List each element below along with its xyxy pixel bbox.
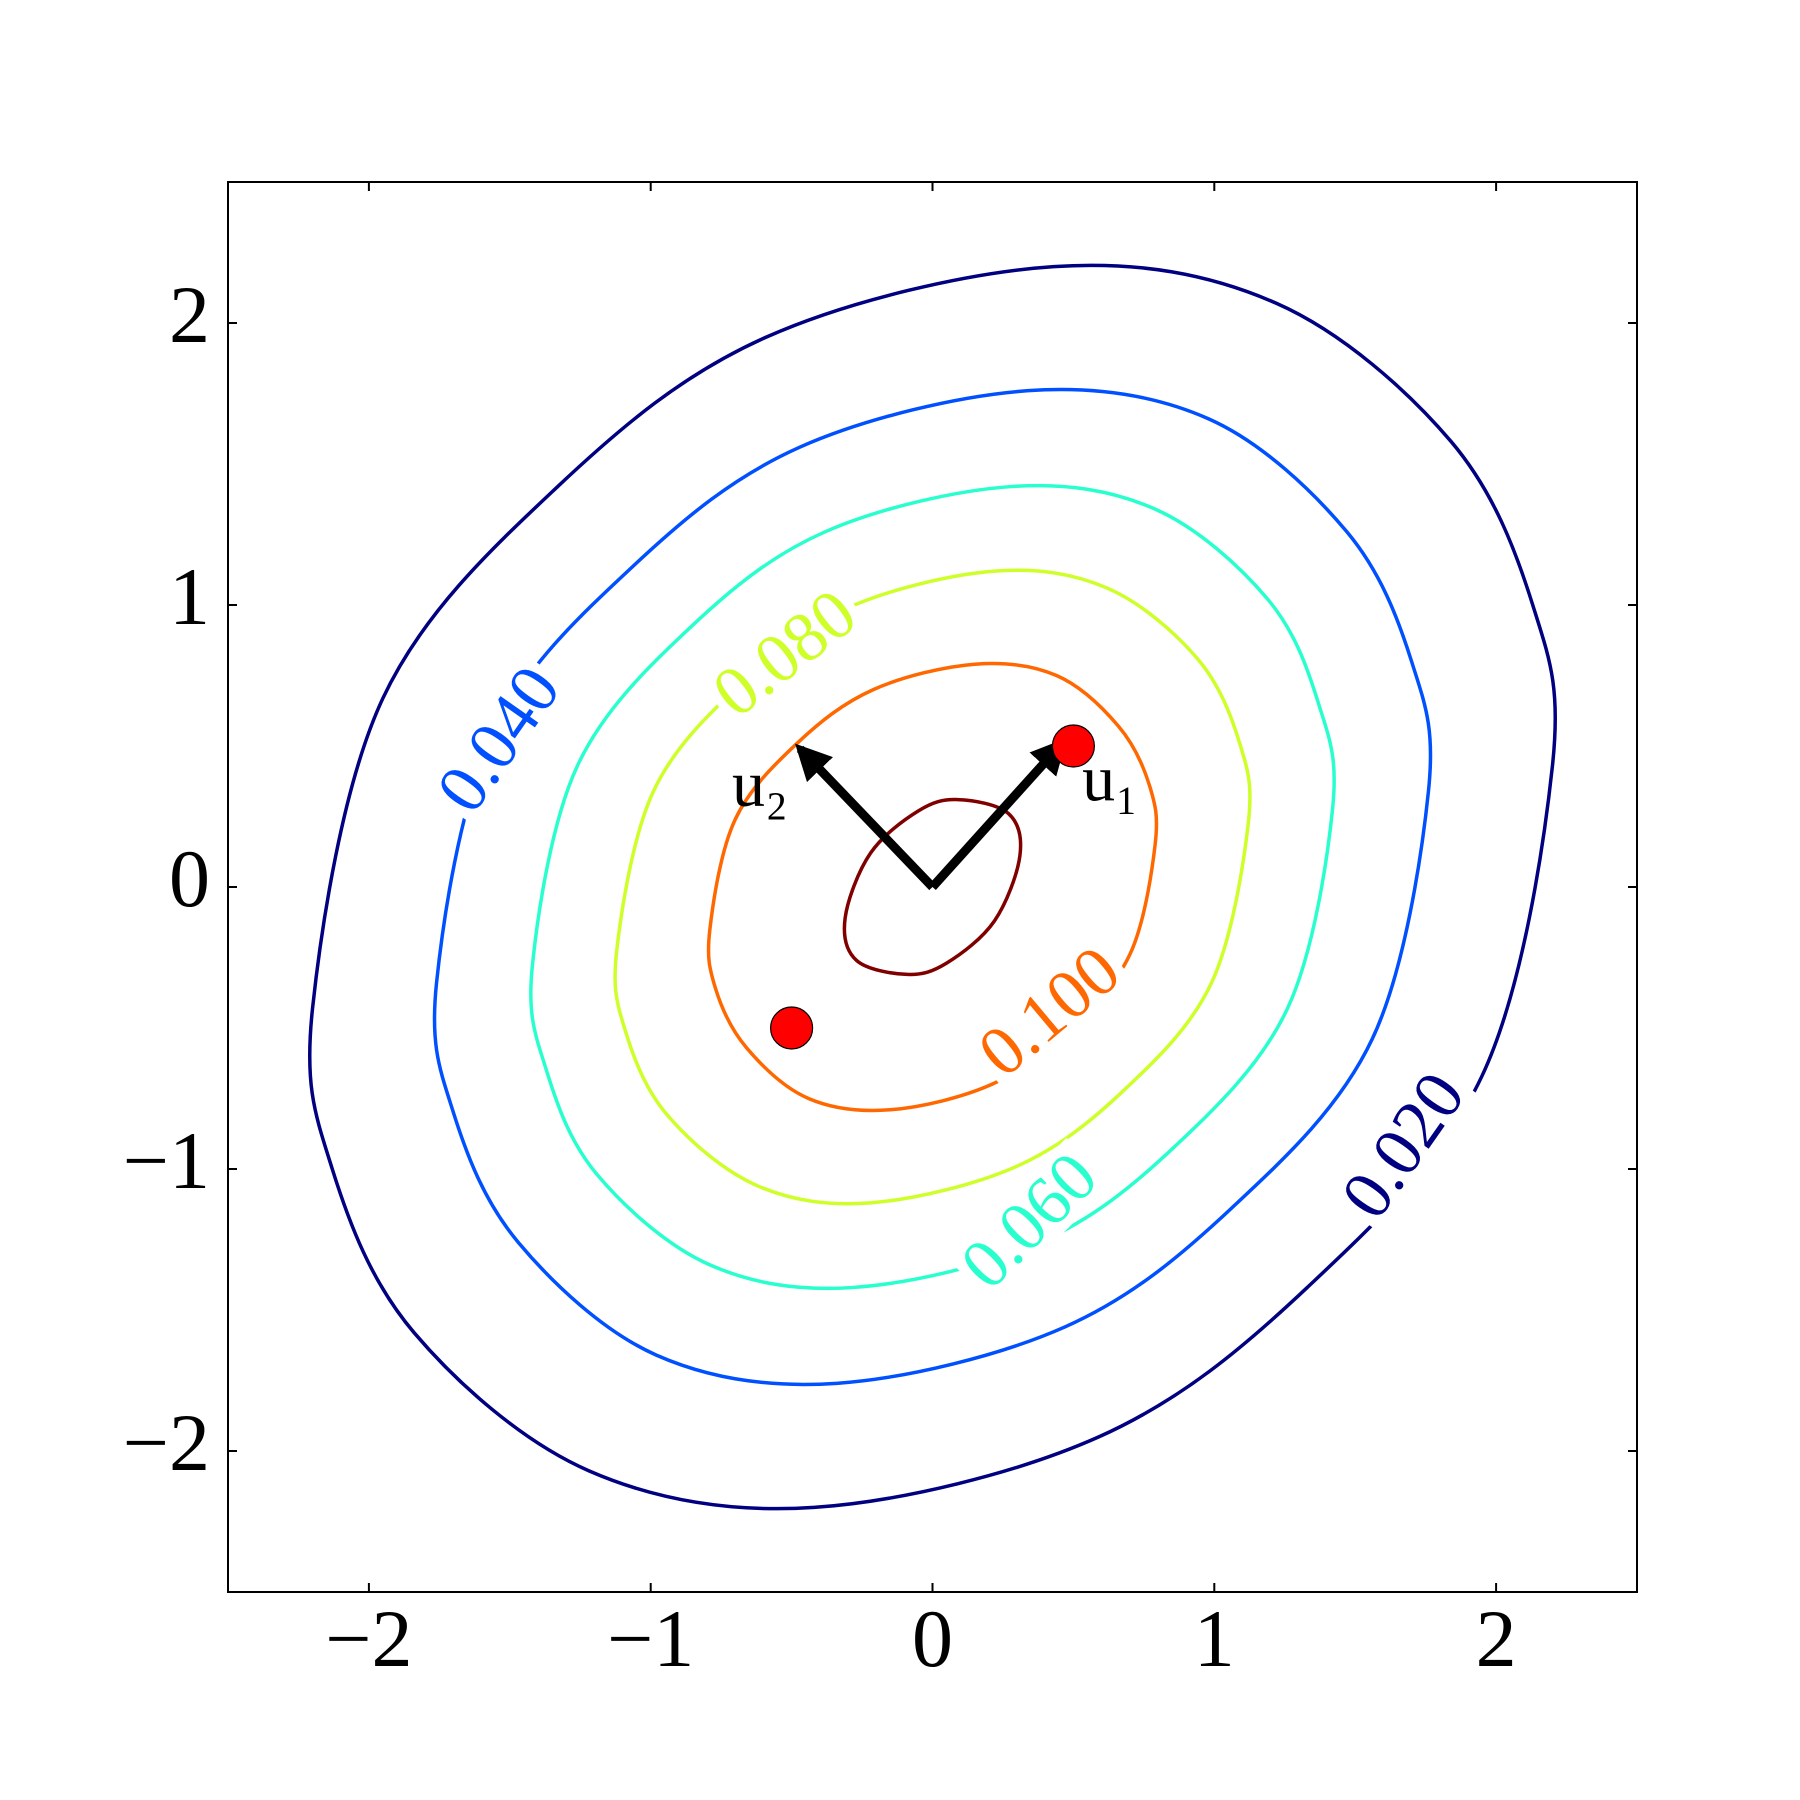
contour-label-bg	[698, 575, 872, 732]
y-tick-label: 1	[169, 551, 210, 642]
x-tick-label: 2	[1476, 1593, 1517, 1684]
axes-frame	[227, 181, 1638, 1593]
x-tick-label: −1	[607, 1593, 694, 1684]
y-tick-label: 0	[169, 833, 210, 924]
contour-line	[706, 661, 1159, 1113]
arrow	[929, 737, 1067, 891]
contour-label-bg	[946, 1137, 1113, 1304]
x-tick-label: 0	[912, 1593, 953, 1684]
contour-line	[432, 387, 1433, 1387]
contour-label-group: 0.080	[698, 575, 872, 732]
arrow-label: u₂	[732, 748, 788, 821]
contour-label-bg	[423, 651, 575, 828]
contour-line	[529, 483, 1336, 1291]
contour-label-group: 0.040	[422, 651, 576, 828]
y-tick-label: 2	[169, 269, 210, 360]
contour-line	[842, 797, 1023, 977]
arrow	[795, 743, 936, 891]
x-tick-label: −2	[325, 1593, 412, 1684]
contour-line	[307, 263, 1558, 1511]
point	[1051, 724, 1096, 768]
y-tick-label: −1	[123, 1115, 210, 1206]
x-tick-label: 1	[1194, 1593, 1235, 1684]
y-tick-label: −2	[123, 1397, 210, 1488]
point	[769, 1006, 814, 1050]
contour-label-bg	[1328, 1057, 1479, 1234]
contour-label-bg	[963, 932, 1136, 1092]
contour-label-group: 0.100	[963, 932, 1136, 1092]
